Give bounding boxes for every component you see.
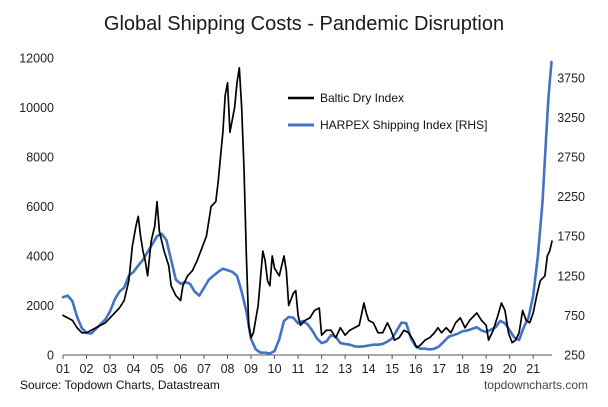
right-axis-tick-label: 750 — [564, 309, 585, 323]
right-axis-tick-label: 2250 — [557, 190, 585, 204]
x-axis-tick-label: 05 — [150, 362, 164, 376]
left-axis-tick-label: 6000 — [26, 200, 54, 214]
series-layer — [61, 60, 553, 355]
left-axis-tick-label: 10000 — [19, 101, 54, 115]
x-axis-tick-label: 17 — [432, 362, 446, 376]
right-axis-tick-label: 3750 — [557, 71, 585, 85]
left-axis-tick-label: 4000 — [26, 250, 54, 264]
right-axis-tick-label: 2750 — [557, 151, 585, 165]
series-line-harpex-shipping-index — [61, 60, 553, 355]
x-axis-tick-label: 08 — [221, 362, 235, 376]
chart-title: Global Shipping Costs - Pandemic Disrupt… — [104, 13, 504, 35]
x-axis-tick-label: 20 — [503, 362, 517, 376]
right-axis-tick-label: 3250 — [557, 111, 585, 125]
x-axis-tick-label: 18 — [456, 362, 470, 376]
x-axis-tick-label: 16 — [409, 362, 423, 376]
x-axis-tick-label: 12 — [315, 362, 329, 376]
x-axis-tick-label: 14 — [362, 362, 376, 376]
legend-label-harpex-shipping-index: HARPEX Shipping Index [RHS] — [320, 118, 487, 132]
x-axis-tick-label: 10 — [268, 362, 282, 376]
x-axis-tick-label: 09 — [244, 362, 258, 376]
right-axis-ticks: 250 750 1250 1750 2250 2750 3250 3750 — [557, 71, 585, 362]
x-axis-tick-label: 13 — [338, 362, 352, 376]
left-axis-tick-label: 0 — [47, 349, 54, 363]
right-axis-tick-label: 1250 — [557, 269, 585, 283]
x-axis-tick-label: 06 — [174, 362, 188, 376]
left-axis-tick-label: 12000 — [19, 52, 54, 66]
x-axis-tick-label: 07 — [197, 362, 211, 376]
left-axis-ticks: 0 2000 4000 6000 8000 10000 12000 — [19, 52, 54, 363]
x-axis-tick-label: 15 — [385, 362, 399, 376]
right-axis-tick-label: 1750 — [557, 230, 585, 244]
x-axis-tick-label: 02 — [80, 362, 94, 376]
legend: Baltic Dry Index HARPEX Shipping Index [… — [288, 91, 487, 132]
watermark-text: topdowncharts.com — [484, 378, 588, 392]
legend-label-baltic-dry-index: Baltic Dry Index — [320, 91, 404, 105]
x-axis-tick-label: 03 — [103, 362, 117, 376]
x-axis-tick-label: 21 — [526, 362, 540, 376]
left-axis-tick-label: 8000 — [26, 151, 54, 165]
source-note: Source: Topdown Charts, Datastream — [20, 378, 220, 392]
x-axis-tick-label: 11 — [292, 362, 305, 376]
right-axis-tick-label: 250 — [564, 349, 585, 363]
x-axis-tick-label: 01 — [56, 362, 70, 376]
x-axis-ticks: 01 02 03 04 05 06 07 08 09 10 11 12 13 14 15 16 17 18 19 20… — [56, 355, 540, 376]
x-axis-tick-label: 04 — [127, 362, 141, 376]
x-axis-tick-label: 19 — [479, 362, 493, 376]
series-line-baltic-dry-index — [62, 67, 553, 349]
left-axis-tick-label: 2000 — [26, 299, 54, 313]
